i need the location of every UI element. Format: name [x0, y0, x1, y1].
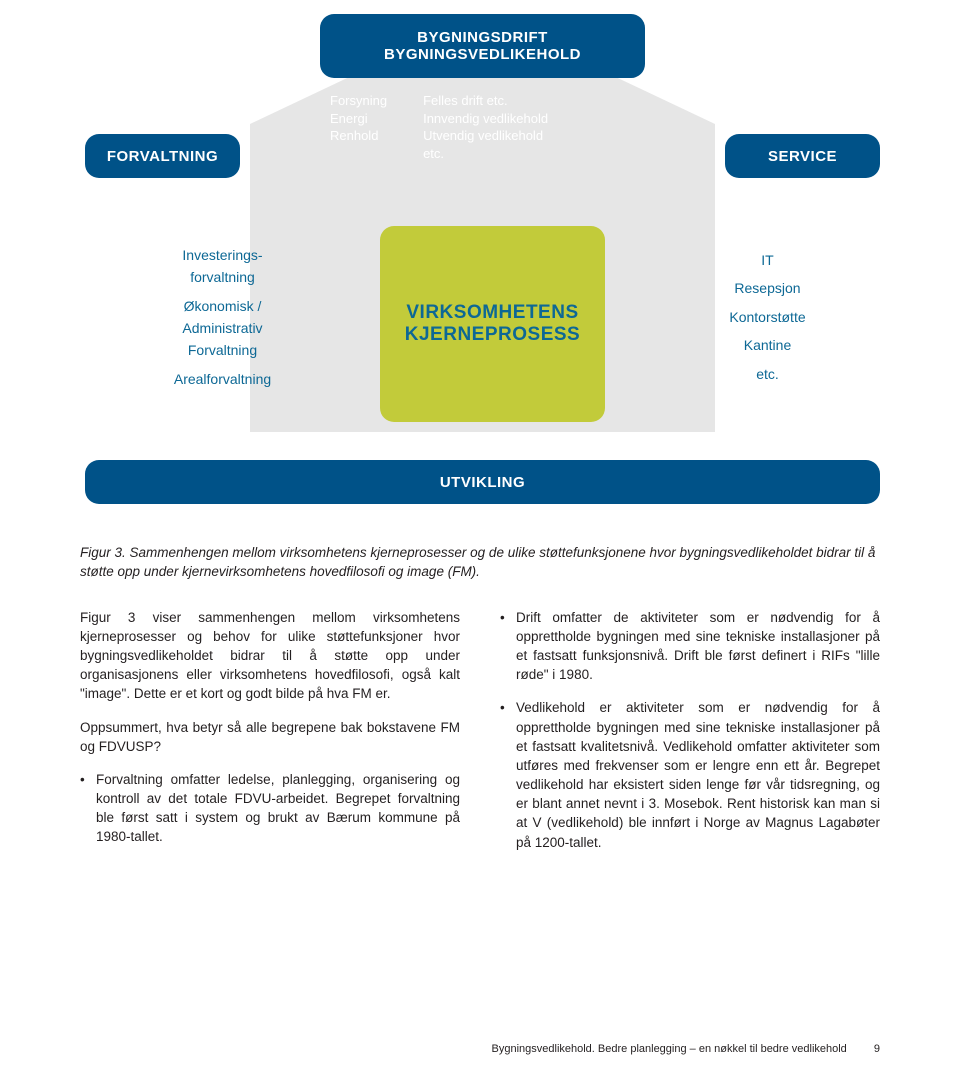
bullet-list: Forvaltning omfatter ledelse, planleggin…: [80, 770, 460, 847]
bullet-list: Drift omfatter de aktiviteter som er nød…: [500, 608, 880, 852]
list-item: Resepsjon: [729, 277, 805, 299]
investerings-box: Investerings- forvaltning Økonomisk / Ad…: [85, 202, 360, 432]
list-item: etc.: [729, 363, 805, 385]
paragraph: Oppsummert, hva betyr så alle begrepene …: [80, 718, 460, 756]
page-number: 9: [874, 1043, 880, 1055]
list-item: Energi: [330, 110, 387, 128]
investerings-text: Investerings- forvaltning Økonomisk / Ad…: [174, 238, 271, 396]
sublist-left: Forsyning Energi Renhold: [330, 92, 387, 162]
service-label: SERVICE: [768, 148, 837, 165]
list-item: Investerings-: [182, 247, 262, 263]
it-text: IT Resepsjon Kontorstøtte Kantine etc.: [729, 243, 805, 391]
page: BYGNINGSDRIFT BYGNINGSVEDLIKEHOLD Forsyn…: [0, 0, 960, 1079]
bullet-item: Drift omfatter de aktiviteter som er nød…: [500, 608, 880, 685]
list-item: Forsyning: [330, 92, 387, 110]
right-column: Drift omfatter de aktiviteter som er nød…: [500, 608, 880, 866]
list-item: Forvaltning: [188, 342, 257, 358]
footer: Bygningsvedlikehold. Bedre planlegging –…: [492, 1043, 880, 1055]
body-columns: Figur 3 viser sammenhengen mellom virkso…: [80, 608, 880, 866]
list-item: Felles drift etc.: [423, 92, 548, 110]
bygnings-sublists: Forsyning Energi Renhold Felles drift et…: [330, 92, 548, 162]
kjerneprosess-box: VIRKSOMHETENS KJERNEPROSESS: [380, 226, 605, 422]
service-box: SERVICE: [725, 134, 880, 178]
sublist-right: Felles drift etc. Innvendig vedlikehold …: [423, 92, 548, 162]
bygningsdrift-box: BYGNINGSDRIFT BYGNINGSVEDLIKEHOLD: [320, 14, 645, 78]
list-item: Økonomisk /: [184, 298, 262, 314]
forvaltning-label: FORVALTNING: [107, 148, 218, 165]
list-item: Arealforvaltning: [174, 371, 271, 387]
left-column: Figur 3 viser sammenhengen mellom virkso…: [80, 608, 460, 866]
it-box: IT Resepsjon Kontorstøtte Kantine etc.: [655, 202, 880, 432]
footer-text: Bygningsvedlikehold. Bedre planlegging –…: [492, 1043, 847, 1055]
bullet-item: Forvaltning omfatter ledelse, planleggin…: [80, 770, 460, 847]
list-item: forvaltning: [190, 269, 255, 285]
list-item: Kantine: [729, 334, 805, 356]
figure-caption: Figur 3. Sammenhengen mellom virksomhete…: [80, 544, 880, 582]
list-item: Kontorstøtte: [729, 306, 805, 328]
list-item: Utvendig vedlikehold: [423, 127, 548, 145]
kjerne-line2: KJERNEPROSESS: [405, 324, 580, 346]
paragraph: Figur 3 viser sammenhengen mellom virkso…: [80, 608, 460, 704]
list-item: Renhold: [330, 127, 387, 145]
list-item: etc.: [423, 145, 548, 163]
utvikling-box: UTVIKLING: [85, 460, 880, 504]
list-item: Administrativ: [182, 320, 262, 336]
bygnings-line1: BYGNINGSDRIFT: [417, 29, 548, 46]
list-item: IT: [729, 249, 805, 271]
utvikling-label: UTVIKLING: [440, 474, 525, 491]
kjerne-line1: VIRKSOMHETENS: [406, 302, 578, 324]
bygnings-line2: BYGNINGSVEDLIKEHOLD: [384, 46, 581, 63]
bullet-item: Vedlikehold er aktiviteter som er nødven…: [500, 698, 880, 851]
fm-diagram: BYGNINGSDRIFT BYGNINGSVEDLIKEHOLD Forsyn…: [85, 0, 875, 500]
list-item: Innvendig vedlikehold: [423, 110, 548, 128]
forvaltning-box: FORVALTNING: [85, 134, 240, 178]
